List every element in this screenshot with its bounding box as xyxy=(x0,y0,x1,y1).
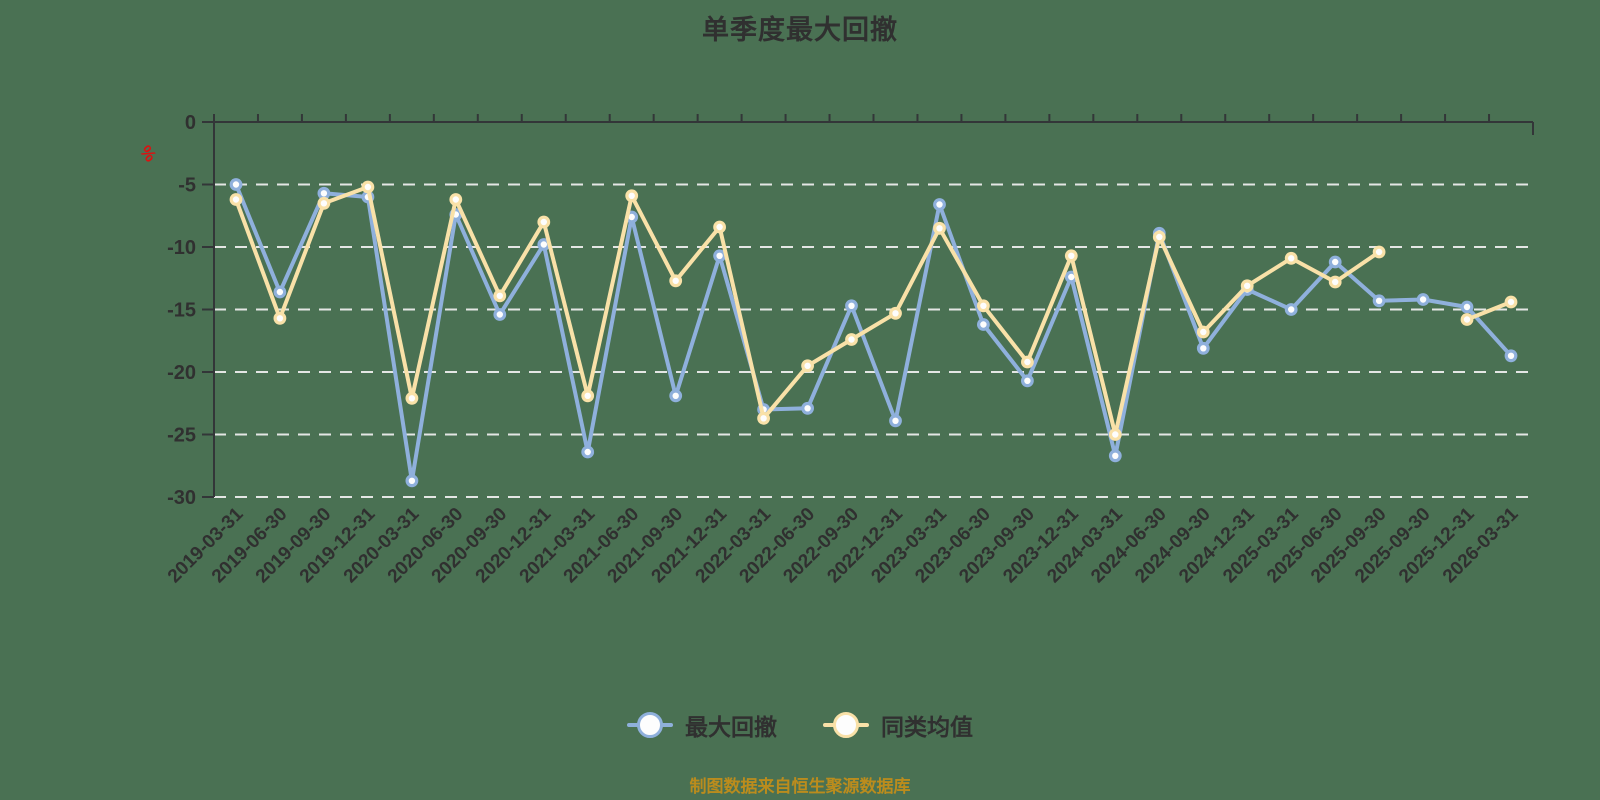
data-point[interactable] xyxy=(933,198,946,211)
y-axis-label: -10 xyxy=(167,237,196,259)
legend-item-max-drawdown[interactable]: 最大回撤 xyxy=(627,708,777,742)
data-point[interactable] xyxy=(933,221,946,235)
data-point[interactable] xyxy=(845,333,858,346)
series-line xyxy=(234,182,1513,483)
data-point[interactable] xyxy=(1108,428,1122,441)
data-point[interactable] xyxy=(1504,295,1518,309)
data-point[interactable] xyxy=(1284,303,1298,316)
data-point[interactable] xyxy=(1504,349,1518,363)
data-point[interactable] xyxy=(889,414,902,428)
data-point[interactable] xyxy=(405,474,419,488)
data-point[interactable] xyxy=(1284,251,1298,265)
series-category-average xyxy=(229,180,1518,441)
data-point[interactable] xyxy=(1372,294,1386,308)
y-axis-label: -5 xyxy=(178,175,196,197)
data-point[interactable] xyxy=(713,249,726,263)
data-point[interactable] xyxy=(1021,355,1034,369)
data-point[interactable] xyxy=(1064,249,1078,263)
data-point[interactable] xyxy=(317,186,331,200)
data-point[interactable] xyxy=(581,445,595,459)
y-axis-label: -15 xyxy=(167,300,196,322)
data-point[interactable] xyxy=(669,274,683,288)
legend-item-category-average[interactable]: 同类均值 xyxy=(823,708,973,742)
data-point[interactable] xyxy=(229,193,243,206)
line-marker-icon xyxy=(627,712,673,738)
data-point[interactable] xyxy=(977,318,990,331)
data-point[interactable] xyxy=(493,289,507,303)
data-point[interactable] xyxy=(581,389,595,403)
data-point[interactable] xyxy=(801,359,814,373)
data-point[interactable] xyxy=(317,196,331,210)
data-point[interactable] xyxy=(977,299,990,313)
legend-label: 同类均值 xyxy=(881,714,973,740)
legend-label: 最大回撤 xyxy=(685,714,777,740)
data-point[interactable] xyxy=(1416,293,1430,306)
line-marker-icon xyxy=(823,712,869,738)
y-axis-label: -30 xyxy=(167,487,196,509)
data-point[interactable] xyxy=(1152,230,1166,244)
data-point[interactable] xyxy=(845,299,858,313)
data-point[interactable] xyxy=(537,215,551,229)
data-point[interactable] xyxy=(405,391,419,405)
data-point[interactable] xyxy=(1196,341,1210,355)
series-max-drawdown xyxy=(229,178,1518,488)
data-point[interactable] xyxy=(273,311,287,325)
data-point[interactable] xyxy=(1328,275,1342,289)
data-point[interactable] xyxy=(1196,325,1210,339)
grid-lines xyxy=(214,183,1533,498)
data-point[interactable] xyxy=(229,178,243,191)
data-point[interactable] xyxy=(1328,255,1342,269)
y-axis-label: -20 xyxy=(167,362,196,384)
data-point[interactable] xyxy=(1460,313,1474,326)
y-axis-labels: 0 -5 -10 -15 -20 -25 -30 xyxy=(167,112,196,509)
axes xyxy=(202,114,1534,498)
data-point[interactable] xyxy=(361,180,375,194)
data-source-note: 制图数据来自恒生聚源数据库 xyxy=(689,777,911,796)
data-point[interactable] xyxy=(493,308,507,321)
data-point[interactable] xyxy=(1021,374,1034,388)
data-point[interactable] xyxy=(1108,449,1122,463)
data-point[interactable] xyxy=(1372,245,1386,259)
data-point[interactable] xyxy=(449,193,463,206)
data-point[interactable] xyxy=(801,401,814,415)
data-point[interactable] xyxy=(669,389,683,403)
data-point[interactable] xyxy=(889,306,902,320)
data-point[interactable] xyxy=(625,189,639,203)
y-axis-label: 0 xyxy=(185,112,196,134)
chart-legend: 最大回撤 同类均值 xyxy=(0,708,1600,742)
chart-title: 单季度最大回撤 xyxy=(702,15,898,45)
data-point[interactable] xyxy=(713,220,726,234)
x-axis-labels: 2019-03-312019-06-302019-09-302019-12-31… xyxy=(164,503,1523,587)
data-point[interactable] xyxy=(1240,279,1254,293)
data-point[interactable] xyxy=(1460,300,1474,314)
data-point[interactable] xyxy=(757,411,770,425)
data-point[interactable] xyxy=(273,285,287,299)
y-axis-label: -25 xyxy=(167,425,196,447)
